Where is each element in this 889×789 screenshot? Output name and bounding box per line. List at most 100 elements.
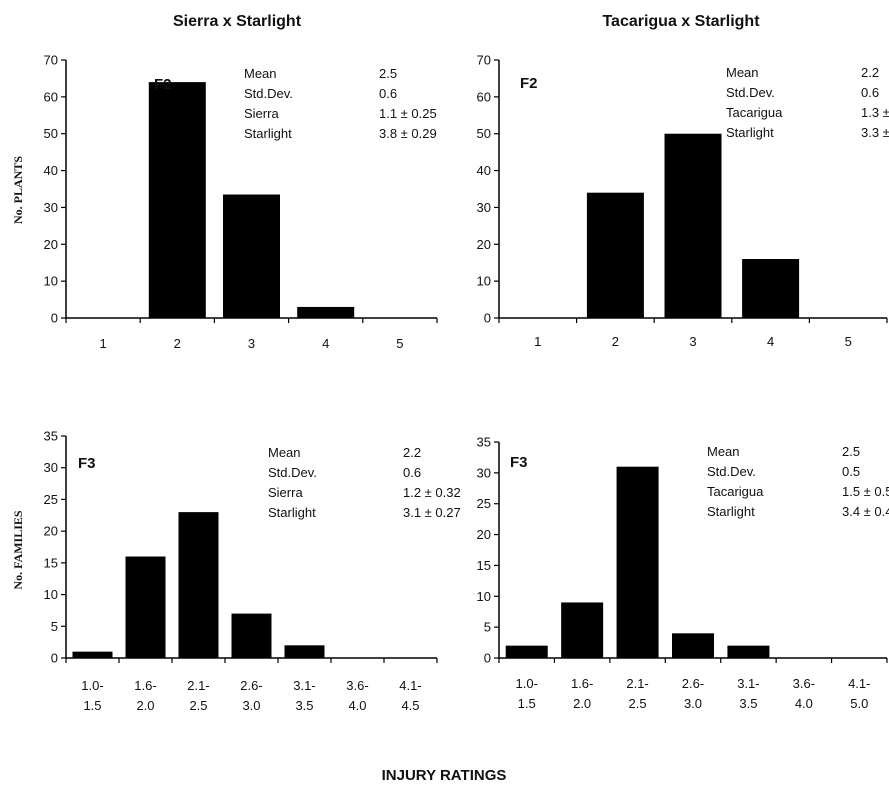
panel-1-stat-label: Sierra [244,106,279,121]
panel-3-x-tick-label: 2.1- [187,678,209,693]
panel-4-bar [561,602,604,658]
panel-3-stat-label: Mean [268,445,301,460]
panel-1-y-tick-label: 60 [44,89,58,104]
panel-2-stat-value: 3.3 ± 0.34 [861,125,889,140]
panel-2-y-tick-label: 60 [477,89,491,104]
panel-4-generation-label: F3 [510,454,528,471]
panel-1-generation-label: F2 [154,76,172,93]
panel-1-stat-value: 0.6 [379,86,397,101]
panel-3-x-tick-label: 4.0 [348,698,366,713]
panel-4-x-tick-label: 2.1- [626,676,648,691]
panel-4-y-tick-label: 25 [477,496,491,511]
panel-4-stat-value: 0.5 [842,464,860,479]
panel-1-x-tick-label: 4 [322,336,329,351]
panel-1-stat-label: Std.Dev. [244,86,293,101]
panel-2-stat-value: 0.6 [861,85,879,100]
panel-4-y-tick-label: 5 [484,620,491,635]
panel-4-stat-value: 2.5 [842,444,860,459]
panel-4-x-tick-label: 3.0 [684,696,702,711]
panel-2-y-tick-label: 40 [477,163,491,178]
panel-3-stat-value: 2.2 [403,445,421,460]
panel-3-stat-value: 3.1 ± 0.27 [403,505,461,520]
panel-3-x-tick-label: 2.6- [240,678,262,693]
panel-1-stat-label: Starlight [244,126,292,141]
panel-1-stat-label: Mean [244,66,277,81]
panel-4-y-tick-label: 0 [484,651,491,666]
panel-3-x-tick-label: 2.0 [136,698,154,713]
panel-2-y-tick-label: 20 [477,237,491,252]
panel-3-bar [178,512,219,658]
panel-1-x-tick-label: 5 [396,336,403,351]
panel-3-x-tick-label: 3.0 [242,698,260,713]
panel-2-stat-label: Std.Dev. [726,85,775,100]
panel-4-x-tick-label: 1.6- [571,676,593,691]
panel-1-bar [297,306,355,318]
column-title-sierra: Sierra x Starlight [173,13,302,30]
column-title-tacarigua: Tacarigua x Starlight [602,13,760,30]
panel-3-x-tick-label: 4.1- [399,678,421,693]
panel-4-y-tick-label: 10 [477,589,491,604]
panel-3-y-tick-label: 35 [44,429,58,444]
panel-4-x-tick-label: 1.0- [516,676,538,691]
panel-1-x-tick-label: 1 [99,336,106,351]
panel-2-y-tick-label: 10 [477,274,491,289]
panel-1-y-tick-label: 70 [44,53,58,68]
panel-4-stat-label: Mean [707,444,740,459]
panel-4-x-tick-label: 2.0 [573,696,591,711]
panel-1-y-tick-label: 50 [44,126,58,141]
panel-2-stat-value: 2.2 [861,65,879,80]
panel-4-stat-label: Std.Dev. [707,464,756,479]
panel-1-x-tick-label: 3 [248,336,255,351]
panel-4-bar [616,466,659,658]
panel-1-y-tick-label: 20 [44,237,58,252]
panel-3-stat-value: 0.6 [403,465,421,480]
panel-4-y-tick-label: 30 [477,465,491,480]
x-axis-label: INJURY RATINGS [382,767,507,784]
panel-4-stat-label: Starlight [707,504,755,519]
panel-2-y-tick-label: 70 [477,53,491,68]
panel-4-stat-value: 3.4 ± 0.48 [842,504,889,519]
panel-2-bar [742,259,800,318]
panel-3-x-tick-label: 4.5 [401,698,419,713]
panel-4-x-tick-label: 3.1- [737,676,759,691]
panel-2-x-tick-label: 1 [534,334,541,349]
panel-3-y-tick-label: 10 [44,587,58,602]
panel-3-stat-value: 1.2 ± 0.32 [403,485,461,500]
panel-3-x-tick-label: 1.6- [134,678,156,693]
panel-4-x-tick-label: 2.6- [682,676,704,691]
panel-3-bar [284,645,325,658]
panel-3-bar [231,613,272,658]
panel-2-bar [586,192,644,318]
panel-3-stat-label: Std.Dev. [268,465,317,480]
panel-3-x-tick-label: 2.5 [189,698,207,713]
panel-2-x-tick-label: 2 [612,334,619,349]
panel-3-stat-label: Starlight [268,505,316,520]
panel-2-stat-value: 1.3 ± 0.37 [861,105,889,120]
panel-2-y-tick-label: 50 [477,126,491,141]
panel-1-stat-value: 3.8 ± 0.29 [379,126,437,141]
panel-3-y-tick-label: 15 [44,555,58,570]
panel-3-bar [72,651,113,658]
panel-3-bar [125,556,166,658]
panel-3-generation-label: F3 [78,455,96,472]
panel-4-bar [672,633,714,658]
panel-1-x-tick-label: 2 [174,336,181,351]
panel-3-x-tick-label: 1.0- [81,678,103,693]
panel-1-y-tick-label: 30 [44,200,58,215]
panel-4-bar [727,645,770,658]
panel-1-bar [148,82,206,318]
panel-3-x-tick-label: 3.5 [295,698,313,713]
panel-3-stat-label: Sierra [268,485,303,500]
panel-4-x-tick-label: 3.5 [739,696,757,711]
panel-4-x-tick-label: 2.5 [629,696,647,711]
panel-3-y-tick-label: 5 [51,619,58,634]
panel-3-x-tick-label: 3.6- [346,678,368,693]
panel-2-x-tick-label: 5 [845,334,852,349]
panel-2-y-tick-label: 0 [484,311,491,326]
panel-4-y-tick-label: 15 [477,558,491,573]
panel-4-x-tick-label: 5.0 [850,696,868,711]
panel-2-x-tick-label: 3 [689,334,696,349]
panel-3-y-tick-label: 20 [44,524,58,539]
y-axis-label-families: No. FAMILIES [11,510,25,589]
